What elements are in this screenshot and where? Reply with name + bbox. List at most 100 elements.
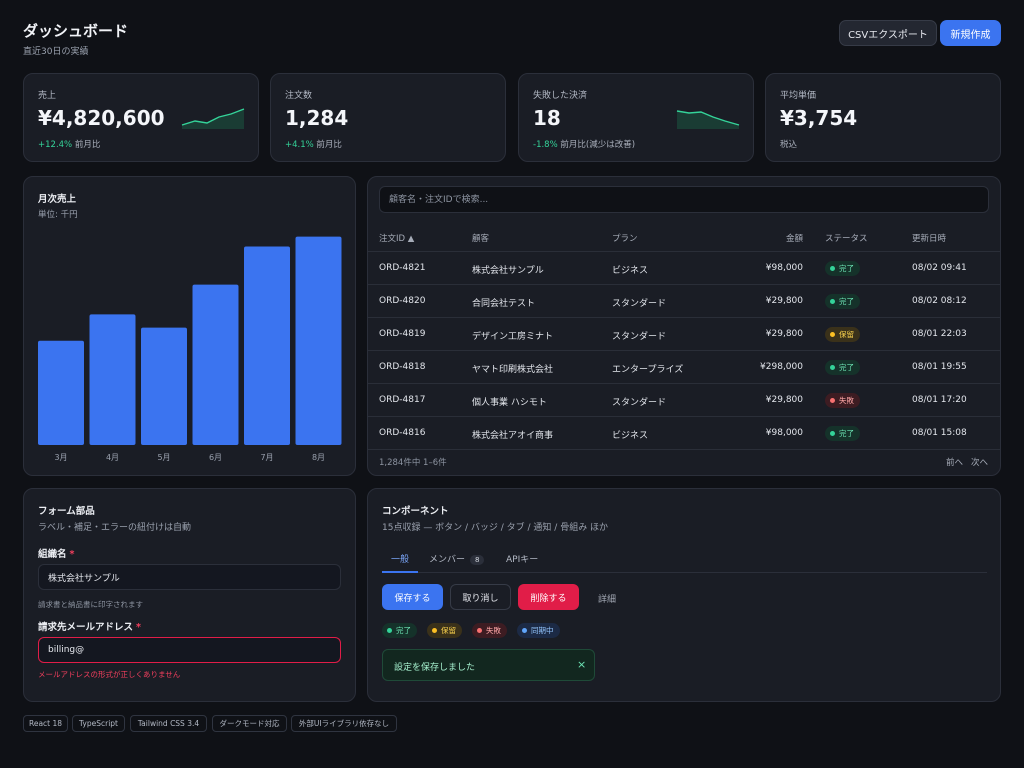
plan-cell: スタンダード xyxy=(612,398,667,408)
status-badge-pending: 保留 xyxy=(427,623,462,638)
row-divider xyxy=(368,251,1000,252)
customer-cell: 個人事業 ハシモト xyxy=(472,398,547,408)
kpi-note: 前月比(減少は改善) xyxy=(560,140,636,150)
members-count-badge: 8 xyxy=(470,555,485,565)
components-card: コンポーネント 15点収録 — ボタン / バッジ / タブ / 通知 / 骨組… xyxy=(367,488,1001,702)
column-header-amount[interactable]: 金額 xyxy=(785,234,803,244)
order-id-cell[interactable]: ORD-4818 xyxy=(379,362,426,372)
column-header-status[interactable]: ステータス xyxy=(825,234,868,244)
status-badge: 完了 xyxy=(825,261,860,276)
monthly-sales-card: 月次売上 単位: 千円 3月 4月 5月 6月 7月 8月 xyxy=(23,176,356,476)
amount-cell: ¥298,000 xyxy=(760,362,803,372)
pagination-prev-link[interactable]: 前へ xyxy=(946,458,964,468)
create-new-button[interactable]: 新規作成 xyxy=(940,20,1001,46)
order-id-cell[interactable]: ORD-4821 xyxy=(379,263,426,273)
tabs-divider xyxy=(382,572,987,573)
cancel-button[interactable]: 取り消し xyxy=(450,584,511,610)
x-tick-label: 6月 xyxy=(209,453,222,462)
status-badge-syncing: 同期中 xyxy=(517,623,560,638)
bar-4 xyxy=(192,284,239,445)
bar-2 xyxy=(89,314,136,445)
form-parts-card: フォーム部品 ラベル・補足・エラーの紐付けは自動 組織名* 請求書と納品書に印字… xyxy=(23,488,356,702)
kpi-delta: -1.8% xyxy=(533,140,558,150)
kpi-footnote: +12.4% 前月比 xyxy=(38,138,100,150)
kpi-note: 前月比 xyxy=(74,140,101,150)
page-subtitle: 直近30日の実績 xyxy=(23,47,89,57)
tech-tag: ダークモード対応 xyxy=(212,715,287,732)
kpi-value: 18 xyxy=(533,106,561,130)
order-id-cell[interactable]: ORD-4819 xyxy=(379,329,426,339)
kpi-label: 平均単価 xyxy=(780,91,817,101)
pagination-next-link[interactable]: 次へ xyxy=(971,458,989,468)
tab-general[interactable]: 一般 xyxy=(391,555,410,565)
updated-cell: 08/01 22:03 xyxy=(912,329,967,339)
active-tab-indicator xyxy=(382,571,418,573)
plan-cell: ビジネス xyxy=(612,266,649,276)
tech-tag: TypeScript xyxy=(72,715,125,732)
kpi-card-failed-payments: 失敗した決済 18 -1.8% 前月比(減少は改善) xyxy=(518,73,754,162)
row-divider xyxy=(368,449,1000,450)
sparkline-down xyxy=(676,110,740,129)
monthly-sales-bar-chart: 3月 4月 5月 6月 7月 8月 xyxy=(38,236,342,462)
detail-link[interactable]: 詳細 xyxy=(598,595,617,605)
row-divider xyxy=(368,317,1000,318)
chart-unit: 単位: 千円 xyxy=(38,210,78,220)
order-search-input[interactable] xyxy=(379,186,989,213)
row-divider xyxy=(368,284,1000,285)
order-id-cell[interactable]: ORD-4820 xyxy=(379,296,426,306)
kpi-card-sales: 売上 ¥4,820,600 +12.4% 前月比 xyxy=(23,73,259,162)
row-divider xyxy=(368,350,1000,351)
column-header-updated[interactable]: 更新日時 xyxy=(912,234,947,244)
tab-members[interactable]: メンバー 8 xyxy=(429,552,485,565)
form-section-subtitle: ラベル・補足・エラーの紐付けは自動 xyxy=(38,523,192,533)
x-tick-label: 5月 xyxy=(157,453,170,462)
column-header-order-id[interactable]: 注文ID ▲ xyxy=(379,234,415,244)
x-tick-label: 3月 xyxy=(54,453,67,462)
components-subtitle: 15点収録 — ボタン / バッジ / タブ / 通知 / 骨組み ほか xyxy=(382,523,609,533)
billing-email-input[interactable] xyxy=(38,637,341,663)
tech-tag: 外部UIライブラリ依存なし xyxy=(291,715,397,732)
billing-email-label: 請求先メールアドレス * xyxy=(38,622,141,633)
orders-table-card: 注文ID ▲ 顧客 プラン 金額 ステータス 更新日時 ORD-4821 株式会社… xyxy=(367,176,1001,476)
tech-tag: Tailwind CSS 3.4 xyxy=(130,715,207,732)
org-name-input[interactable] xyxy=(38,564,341,590)
kpi-label: 売上 xyxy=(38,91,57,101)
sparkline-up xyxy=(181,108,245,129)
plan-cell: スタンダード xyxy=(612,299,667,309)
kpi-footnote: 税込 xyxy=(780,138,797,150)
success-toast: 設定を保存しました × xyxy=(382,649,595,681)
kpi-note: 税込 xyxy=(780,140,798,150)
updated-cell: 08/02 09:41 xyxy=(912,263,967,273)
amount-cell: ¥98,000 xyxy=(765,428,803,438)
order-id-cell[interactable]: ORD-4816 xyxy=(379,428,426,438)
page-title: ダッシュボード xyxy=(23,22,129,40)
customer-cell: 株式会社アオイ商事 xyxy=(472,431,554,441)
close-icon[interactable]: × xyxy=(577,658,587,671)
tab-api-keys[interactable]: APIキー xyxy=(506,555,539,565)
org-name-hint: 請求書と納品書に印字されます xyxy=(38,600,143,609)
csv-export-button[interactable]: CSVエクスポート xyxy=(839,20,937,46)
updated-cell: 08/01 19:55 xyxy=(912,362,967,372)
updated-cell: 08/01 17:20 xyxy=(912,395,967,405)
order-id-cell[interactable]: ORD-4817 xyxy=(379,395,426,405)
required-mark: * xyxy=(69,549,75,560)
x-tick-label: 8月 xyxy=(312,453,325,462)
plan-cell: スタンダード xyxy=(612,332,667,342)
status-badge: 完了 xyxy=(825,426,860,441)
bar-5 xyxy=(244,246,290,445)
kpi-footnote: +4.1% 前月比 xyxy=(285,138,342,150)
save-button[interactable]: 保存する xyxy=(382,584,443,610)
delete-button[interactable]: 削除する xyxy=(518,584,579,610)
x-tick-label: 7月 xyxy=(260,453,273,462)
column-header-customer[interactable]: 顧客 xyxy=(472,234,490,244)
column-header-plan[interactable]: プラン xyxy=(612,234,638,244)
bar-1 xyxy=(38,340,84,445)
updated-cell: 08/01 15:08 xyxy=(912,428,967,438)
kpi-delta: +12.4% xyxy=(38,140,73,150)
kpi-value: ¥4,820,600 xyxy=(38,106,165,130)
amount-cell: ¥98,000 xyxy=(765,263,803,273)
kpi-card-orders: 注文数 1,284 +4.1% 前月比 xyxy=(270,73,506,162)
customer-cell: 株式会社サンプル xyxy=(472,266,544,276)
customer-cell: デザイン工房ミナト xyxy=(472,332,554,342)
kpi-delta: +4.1% xyxy=(285,140,314,150)
